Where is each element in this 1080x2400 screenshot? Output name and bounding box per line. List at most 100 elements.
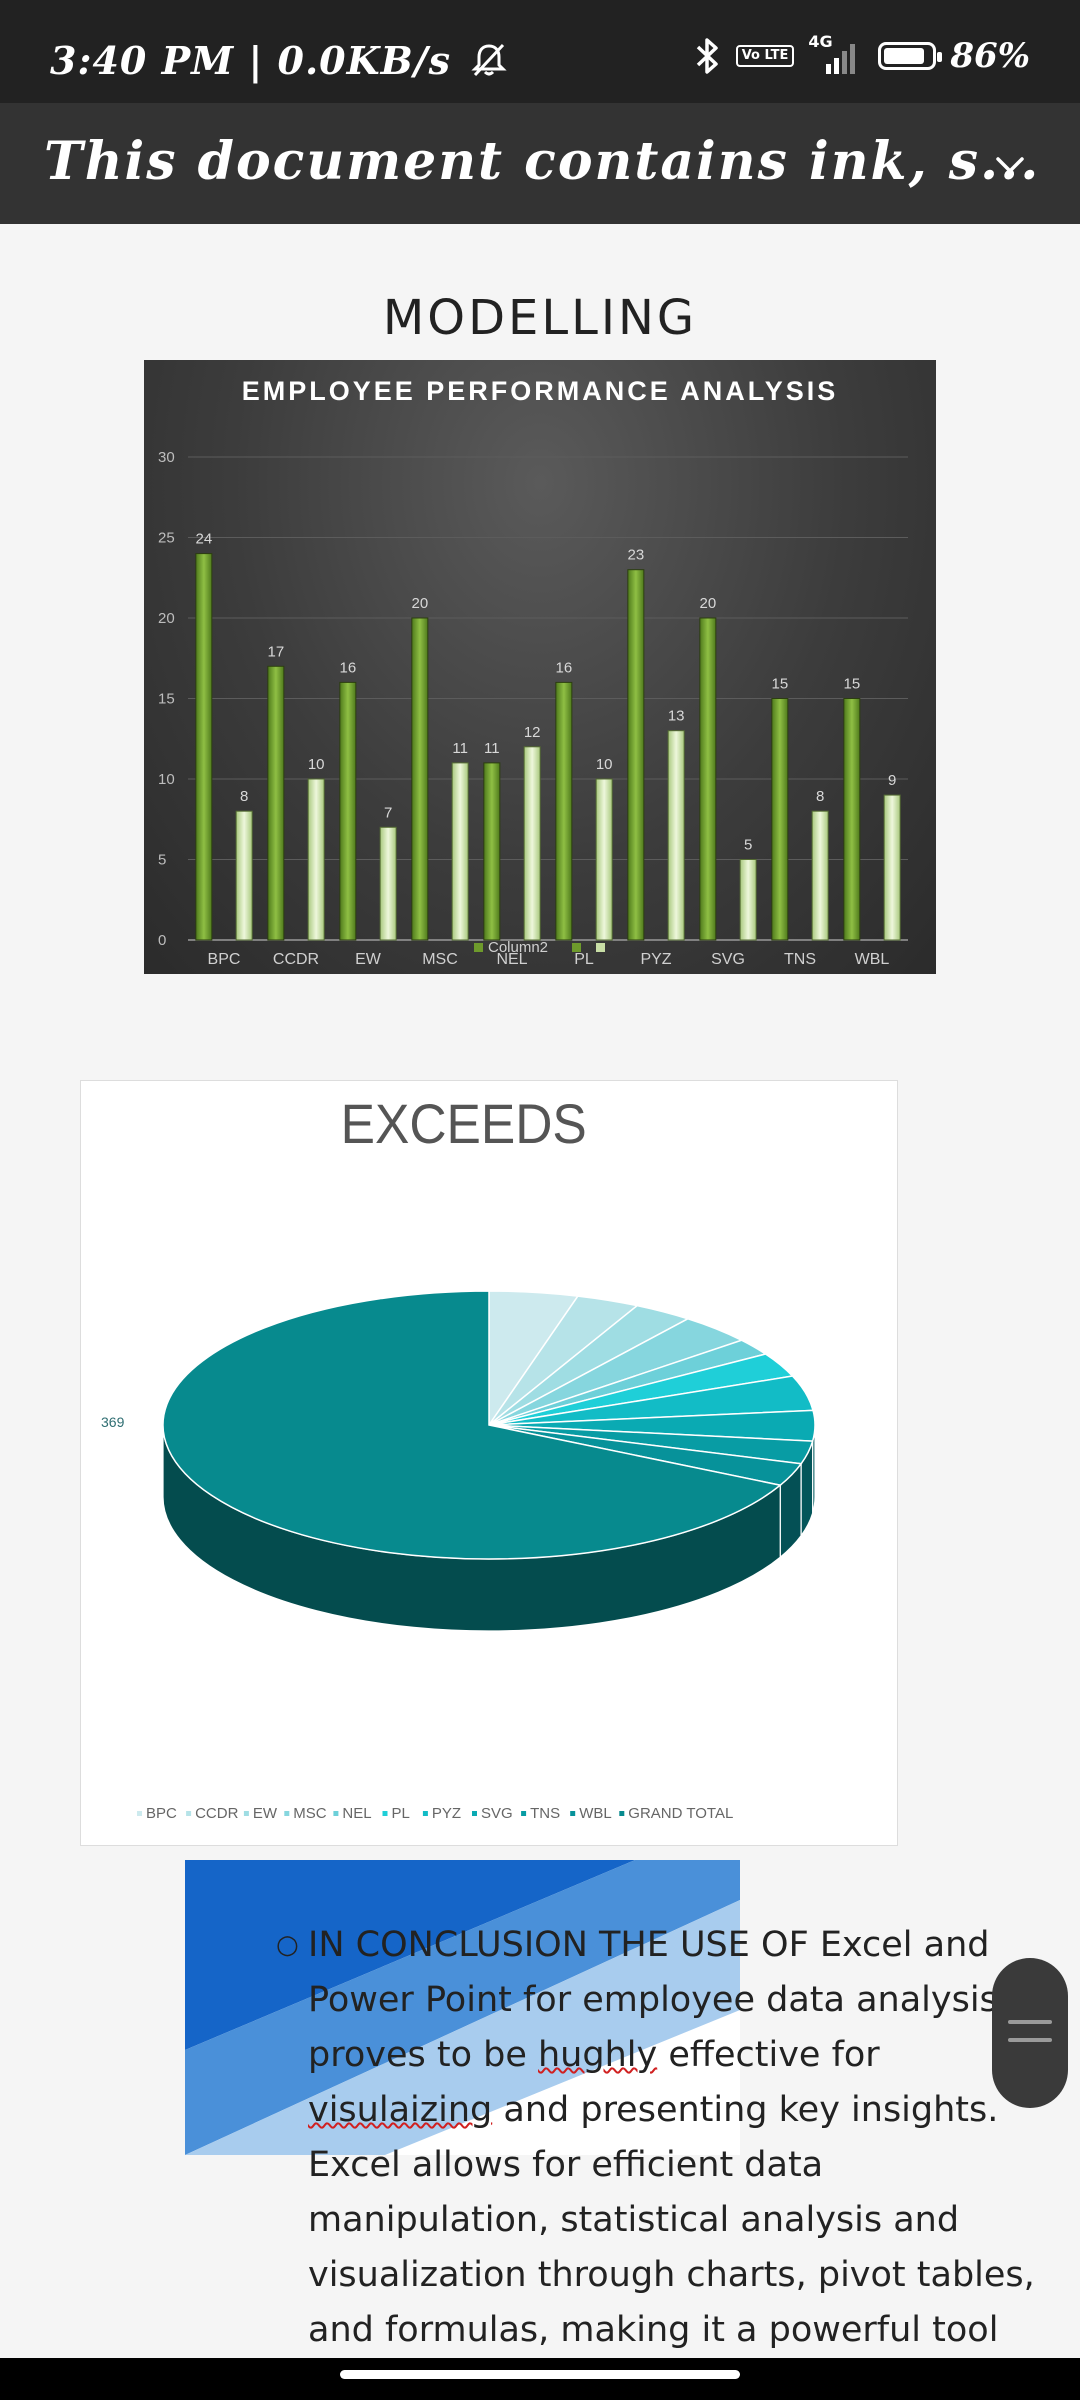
legend-label: SVG: [481, 1805, 513, 1822]
bar-series1: [843, 698, 861, 941]
legend-label: Column2: [488, 939, 548, 956]
volte-icon: Vo LTE: [735, 45, 795, 67]
bar-series1: [627, 569, 645, 941]
time-speed-text: 3:40 PM | 0.0KB/s: [50, 38, 452, 83]
bar-data-label: 24: [195, 531, 212, 548]
chevron-down-icon[interactable]: [990, 145, 1030, 185]
legend-swatch: [474, 943, 483, 952]
status-bar: 3:40 PM | 0.0KB/s Vo LTE 4G 86%: [0, 0, 1080, 103]
bar-data-label: 15: [771, 676, 788, 693]
battery-percent: 86%: [950, 36, 1030, 76]
bar-series2: [307, 778, 325, 941]
bar-chart-title: EMPLOYEE PERFORMANCE ANALYSIS: [242, 376, 839, 406]
bar-series1: [699, 617, 717, 941]
bar-data-label: 7: [384, 804, 392, 821]
bar-data-label: 11: [484, 740, 500, 757]
y-tick-label: 5: [158, 852, 166, 869]
bar-series1: [411, 617, 429, 941]
legend-label: MSC: [293, 1805, 327, 1822]
status-time-speed: 3:40 PM | 0.0KB/s: [50, 38, 509, 83]
legend-swatch: [596, 943, 605, 952]
bar-data-label: 20: [699, 595, 716, 612]
bar-series1: [483, 762, 501, 941]
bar-data-label: 9: [888, 772, 896, 789]
home-gesture-pill[interactable]: [340, 2370, 740, 2379]
legend-swatch: [137, 1811, 142, 1816]
exceeds-pie-card: EXCEEDS 369 BPC CCDR EW MSC NEL PL PYZ SVG TNS WBL G…: [80, 1080, 898, 1846]
legend-label: NEL: [342, 1805, 371, 1822]
bar-series2: [739, 859, 757, 941]
bar-legend: Column2: [474, 939, 605, 956]
decorative-banner: [185, 1860, 740, 2155]
bar-data-label: 20: [411, 595, 428, 612]
x-tick-label: BPC: [208, 951, 241, 968]
conclusion-line: manipulation, statistical analysis and: [308, 2200, 960, 2240]
x-tick-label: CCDR: [273, 951, 319, 968]
bar-series1: [267, 665, 285, 941]
legend-swatch: [572, 943, 581, 952]
bar-series2: [883, 794, 901, 941]
y-tick-label: 10: [158, 771, 175, 788]
battery-icon: [878, 42, 943, 70]
bar-data-label: 8: [240, 788, 248, 805]
conclusion-line: IN CONCLUSION THE USE OF Excel and: [308, 1925, 990, 1965]
conclusion-line: visualization through charts, pivot tabl…: [308, 2255, 1035, 2295]
conclusion-line: visulaizing and presenting key insights.: [308, 2090, 999, 2130]
pie-slice: [162, 1290, 782, 1560]
bar-series2: [235, 810, 253, 941]
pie-data-label: 369: [101, 1414, 125, 1430]
legend-label: PL: [392, 1805, 410, 1822]
x-tick-label: EW: [355, 951, 382, 968]
legend-swatch: [521, 1811, 527, 1816]
document-title-bar: This document contains ink, s...: [0, 103, 1080, 224]
bar-series1: [339, 681, 357, 941]
bar-data-label: 13: [668, 708, 685, 725]
pie-sides: [162, 1424, 816, 1632]
bar-data-label: 10: [308, 756, 325, 773]
bar-series2: [379, 826, 397, 941]
legend-label: BPC: [146, 1805, 177, 1822]
legend-swatch: [619, 1811, 625, 1816]
bullet-icon: ○: [276, 1930, 299, 1960]
bar-series1: [771, 698, 789, 941]
document-title[interactable]: This document contains ink, s...: [44, 131, 1041, 192]
legend-swatch: [186, 1811, 192, 1816]
pie-tops: [162, 1290, 816, 1560]
network-type: 4G: [808, 32, 833, 51]
bar-series1: [195, 553, 213, 941]
y-tick-label: 15: [158, 691, 175, 708]
legend-label: PYZ: [432, 1805, 461, 1822]
legend-swatch: [570, 1811, 576, 1816]
legend-label: EW: [253, 1805, 278, 1822]
scroll-handle[interactable]: [992, 1958, 1068, 2108]
bar-data-label: 16: [555, 659, 572, 676]
bar-series2: [667, 730, 685, 941]
bar-chart-svg: EMPLOYEE PERFORMANCE ANALYSIS 0 5 10 15 20 25 3…: [158, 376, 908, 968]
bar-series2: [595, 778, 613, 941]
pie-chart-title: EXCEEDS: [341, 1093, 587, 1155]
mute-bell-icon: [471, 43, 507, 77]
navigation-bar: [0, 2358, 1080, 2400]
legend-swatch: [284, 1811, 290, 1816]
performance-bar-chart: EMPLOYEE PERFORMANCE ANALYSIS 0 5 10 15 20 25 3…: [144, 360, 936, 974]
legend-label: CCDR: [195, 1805, 238, 1822]
conclusion-text: ○ IN CONCLUSION THE USE OF Excel and Pow…: [276, 1918, 1056, 2358]
bar-data-label: 12: [524, 724, 541, 741]
bar-series2: [451, 762, 469, 941]
pie-legend: BPC CCDR EW MSC NEL PL PYZ SVG TNS WBL GRAND TOTAL: [137, 1805, 733, 1822]
x-tick-label: PL: [574, 951, 594, 968]
legend-swatch: [422, 1811, 428, 1816]
status-icons: Vo LTE 4G 86%: [692, 32, 1030, 78]
bar-series1: [555, 681, 573, 941]
y-tick-label: 30: [158, 449, 175, 466]
bar-data-label: 11: [452, 740, 468, 757]
bar-data-label: 16: [339, 659, 356, 676]
conclusion-line: proves to be hughly effective for: [308, 2035, 880, 2075]
pie-chart-svg: EXCEEDS 369 BPC CCDR EW MSC NEL PL PYZ SVG TNS WBL G…: [101, 1093, 816, 1822]
signal-icon: 4G: [808, 32, 864, 76]
legend-swatch: [243, 1811, 249, 1816]
y-tick-label: 25: [158, 530, 175, 547]
bar-data-label: 15: [843, 676, 860, 693]
bar-data-label: 23: [627, 547, 644, 564]
legend-swatch: [382, 1811, 388, 1816]
